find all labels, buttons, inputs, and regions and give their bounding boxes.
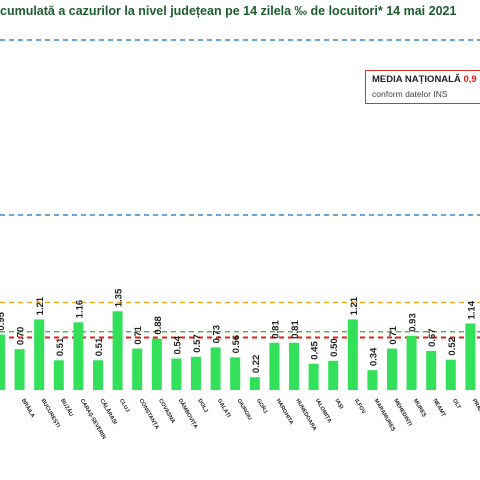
bar [445, 359, 456, 390]
bar [249, 377, 260, 390]
bar-value-label: 0.34 [368, 347, 379, 366]
bar [328, 360, 339, 390]
bar-value-label: 1.35 [114, 288, 125, 307]
bar-value-label: 0.70 [16, 327, 27, 346]
bar [230, 357, 241, 390]
category-label: MARAMUREȘ [373, 398, 397, 433]
category-label: GIURGIU [235, 398, 252, 421]
bar-value-label: 0.81 [290, 320, 301, 339]
bar-value-label: 0.67 [427, 328, 438, 347]
chart-title: cumulată a cazurilor la nivel județean p… [0, 4, 457, 18]
category-label: COVASNA [157, 398, 176, 424]
category-label: MUREȘ [412, 398, 427, 418]
category-label: OLT [451, 398, 462, 411]
national-average-legend: MEDIA NAȚIONALĂ 0,9 conform datelor INS [365, 70, 480, 104]
category-label: PRAHOVA [471, 398, 480, 424]
category-label: GORJ [255, 398, 268, 415]
category-label: DÂMBOVIȚA [177, 398, 200, 430]
category-label: HUNEDOARA [294, 398, 317, 432]
bar [406, 335, 417, 390]
bar-value-label: 1.21 [349, 296, 360, 315]
category-label: MEHEDINȚI [392, 398, 413, 428]
category-label: CĂLĂRAȘI [98, 398, 119, 427]
bar [426, 350, 437, 390]
category-label: ILFOV [353, 398, 366, 415]
bar [210, 347, 221, 390]
bar [93, 360, 103, 390]
bar [73, 322, 84, 390]
category-label: GALAȚI [216, 398, 232, 419]
legend-note: conform datelor INS [372, 89, 448, 99]
bar [112, 311, 123, 390]
bar [151, 338, 162, 390]
bar [34, 319, 45, 390]
bar [53, 360, 64, 390]
bar-value-label: 0.88 [153, 316, 164, 335]
bar [269, 342, 280, 390]
legend-label: MEDIA NAȚIONALĂ [372, 74, 461, 85]
bar [308, 363, 319, 390]
bar [132, 348, 143, 390]
bar [14, 349, 25, 390]
bar-value-label: 0.45 [310, 341, 321, 360]
bar [289, 342, 299, 390]
category-label: IAȘI [333, 398, 344, 411]
legend-value: 0,9 [463, 74, 477, 85]
category-label: IALOMIȚA [314, 398, 332, 424]
bar-value-label: 0.71 [133, 325, 144, 344]
category-label: BRĂILA [20, 398, 36, 420]
bar [465, 323, 476, 390]
bar-value-label: 0.56 [231, 335, 242, 354]
category-label: CONSTANȚA [137, 398, 159, 431]
bar [191, 356, 201, 390]
bar [0, 334, 5, 390]
bar [367, 370, 378, 390]
bar-value-label: 0.73 [212, 325, 223, 344]
bar-value-label: 0.71 [388, 325, 399, 344]
bar-value-label: 0.57 [192, 334, 203, 353]
bar-value-label: 0.54 [172, 335, 183, 354]
bar-value-label: 1.16 [74, 300, 85, 319]
legend-label-line: MEDIA NAȚIONALĂ 0,9 [372, 74, 477, 85]
category-label: HARGHITA [275, 398, 295, 426]
bar [387, 348, 397, 390]
bar-value-label: 0.51 [94, 337, 105, 356]
category-label: NEAMȚ [431, 398, 446, 418]
bar-value-label: 0.93 [408, 313, 419, 332]
bar-value-label: 0.95 [0, 311, 7, 330]
bar-value-label: 0.52 [447, 337, 458, 356]
bar [347, 319, 358, 390]
bar [171, 358, 182, 390]
bar-value-label: 1.14 [466, 300, 477, 319]
category-label: BUZĂU [59, 398, 75, 418]
category-label: BUCUREȘTI [39, 398, 60, 429]
category-label: CLUJ [118, 398, 130, 413]
bar-value-label: 0.22 [251, 355, 262, 374]
bar-value-label: 0.51 [55, 337, 66, 356]
category-label: DOLJ [196, 398, 209, 414]
bar-value-label: 0.50 [329, 338, 340, 357]
bar-value-label: 1.21 [35, 296, 46, 315]
bar-value-label: 0.81 [270, 320, 281, 339]
